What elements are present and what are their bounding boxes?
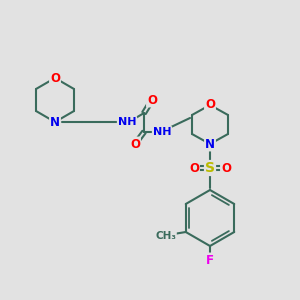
Text: S: S [205,161,215,175]
Text: O: O [147,94,157,106]
Text: O: O [221,161,231,175]
Text: O: O [130,137,140,151]
Text: F: F [206,254,214,266]
Text: O: O [189,161,199,175]
Text: O: O [205,98,215,112]
Text: CH₃: CH₃ [155,231,176,241]
Text: N: N [50,116,60,128]
Text: N: N [205,137,215,151]
Text: NH: NH [153,127,171,137]
Text: O: O [50,71,60,85]
Text: NH: NH [118,117,136,127]
